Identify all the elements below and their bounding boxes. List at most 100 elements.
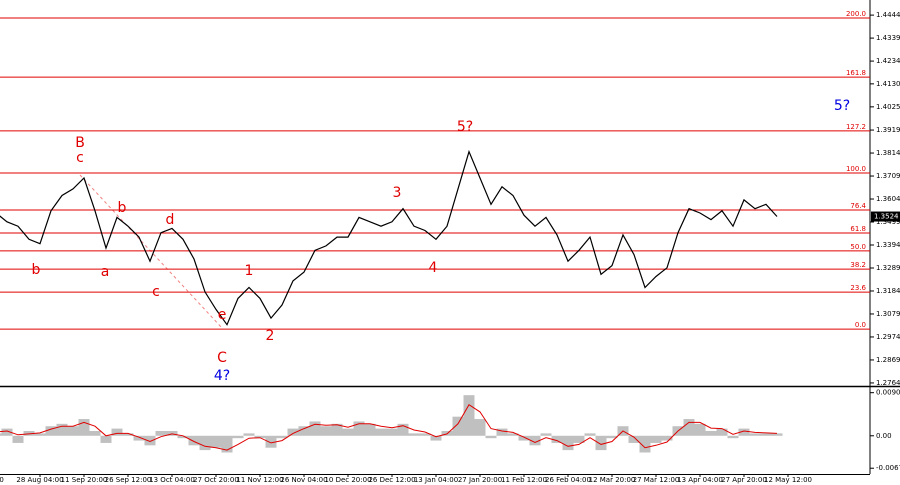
histogram-bar: [452, 416, 464, 436]
histogram-bar: [353, 421, 365, 436]
x-tick-label: 12 May 12:00: [764, 476, 812, 484]
histogram-bar: [199, 435, 211, 451]
histogram-bar: [342, 428, 354, 436]
histogram-bar: [100, 435, 112, 443]
x-tick-label: 27 Oct 20:00: [193, 476, 239, 484]
wave-label: c: [76, 150, 84, 166]
wave-label: b: [32, 262, 41, 278]
y-tick-label: -0.00679: [876, 464, 900, 472]
x-tick-label: 13 Apr 04:00: [677, 476, 723, 484]
fib-label: 0.0: [855, 321, 866, 329]
histogram-bar: [584, 433, 596, 436]
wave-label: B: [75, 135, 85, 151]
y-tick-label: 1.4339: [876, 34, 900, 42]
histogram-bar: [661, 435, 673, 441]
histogram-bar: [144, 435, 156, 446]
histogram-bar: [254, 435, 266, 439]
wave-label: 5?: [834, 98, 850, 114]
histogram-bar: [23, 431, 35, 436]
fib-label: 161.8: [846, 69, 866, 77]
histogram-bar: [606, 435, 618, 439]
histogram-bar: [463, 395, 475, 436]
wave-label: b: [118, 200, 127, 216]
histogram-bar: [375, 428, 387, 436]
price-tag: [871, 211, 900, 222]
histogram-bar: [67, 426, 79, 436]
histogram-bar: [529, 435, 541, 446]
histogram-bar: [364, 423, 376, 436]
trend-line: [79, 174, 223, 329]
y-tick-label: 1.3079: [876, 310, 900, 318]
histogram-bar: [320, 426, 332, 436]
fib-label: 23.6: [850, 284, 866, 292]
histogram-bar: [485, 435, 497, 439]
y-tick-label: 1.4130: [876, 80, 900, 88]
price-tag-label: 1.3524: [874, 213, 899, 221]
x-tick-label: 2:00: [0, 476, 4, 484]
histogram-bar: [760, 433, 772, 436]
y-tick-label: 1.4025: [876, 103, 900, 111]
histogram-bar: [166, 431, 178, 436]
histogram-bar: [232, 435, 244, 439]
histogram-bar: [122, 433, 134, 436]
y-tick-label: 1.2974: [876, 333, 900, 341]
histogram-bar: [595, 435, 607, 451]
x-tick-label: 10 Dec 20:00: [324, 476, 371, 484]
histogram-bar: [705, 431, 717, 436]
histogram-bar: [408, 433, 420, 436]
histogram-bar: [265, 435, 277, 448]
histogram-bar: [727, 435, 739, 439]
x-tick-label: 13 Jan 04:00: [414, 476, 458, 484]
histogram-bar: [573, 435, 585, 443]
fib-label: 61.8: [850, 225, 866, 233]
histogram-bar: [276, 435, 288, 439]
histogram-bar: [221, 435, 233, 453]
histogram-bar: [45, 426, 57, 436]
histogram-bar: [386, 428, 398, 436]
x-tick-label: 11 Nov 12:00: [236, 476, 283, 484]
histogram-bar: [188, 435, 200, 446]
histogram-bar: [507, 433, 519, 436]
histogram-bar: [628, 435, 640, 443]
histogram-bar: [111, 428, 123, 436]
x-tick-label: 27 Apr 20:00: [721, 476, 767, 484]
histogram-bar: [738, 428, 750, 436]
wave-label: 2: [266, 328, 275, 344]
y-tick-label: 1.2869: [876, 356, 900, 364]
x-tick-label: 28 Aug 04:00: [16, 476, 63, 484]
x-tick-label: 12 Mar 20:00: [589, 476, 636, 484]
wave-label: 3: [393, 185, 402, 201]
y-tick-label: 1.3709: [876, 172, 900, 180]
histogram-bar: [551, 435, 563, 443]
wave-label: 4: [429, 260, 438, 276]
x-tick-label: 26 Dec 12:00: [368, 476, 415, 484]
histogram-bar: [562, 435, 574, 451]
histogram-bar: [210, 435, 222, 448]
x-tick-label: 13 Oct 04:00: [149, 476, 195, 484]
y-tick-label: 1.3604: [876, 195, 900, 203]
histogram-bar: [683, 419, 695, 436]
x-tick-label: 26 Nov 04:00: [280, 476, 327, 484]
fib-label: 38.2: [850, 261, 866, 269]
histogram-bar: [397, 423, 409, 436]
histogram-bar: [771, 433, 783, 436]
y-tick-label: 1.3499: [876, 218, 900, 226]
histogram-bar: [474, 419, 486, 436]
histogram-bar: [496, 428, 508, 436]
y-tick-label: 1.3814: [876, 149, 900, 157]
y-tick-label: 0.00: [876, 432, 892, 440]
fib-label: 76.4: [850, 202, 866, 210]
x-tick-label: 27 Mar 12:00: [633, 476, 680, 484]
histogram-bar: [133, 435, 145, 441]
fib-label: 200.0: [846, 10, 866, 18]
histogram-bar: [177, 435, 189, 439]
y-tick-label: 1.3184: [876, 287, 900, 295]
histogram-bar: [56, 423, 68, 436]
histogram-bar: [694, 423, 706, 436]
fib-label: 100.0: [846, 165, 866, 173]
histogram-bar: [650, 435, 662, 443]
y-tick-label: 1.4234: [876, 57, 900, 65]
wave-label: 1: [245, 263, 254, 279]
